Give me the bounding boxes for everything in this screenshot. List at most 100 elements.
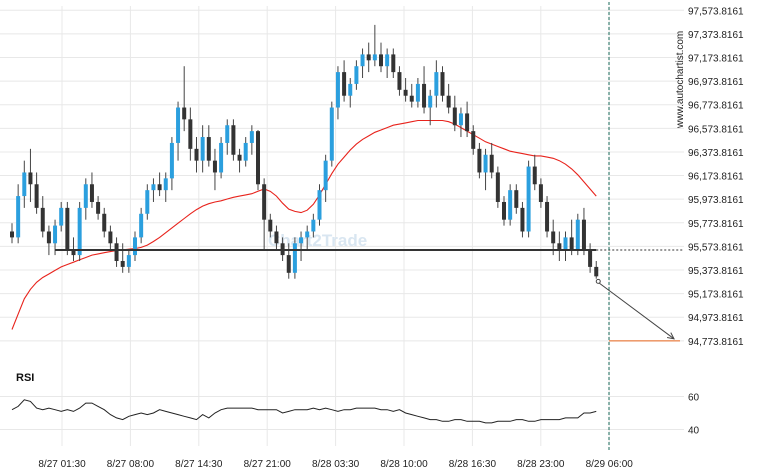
candle-body: [354, 66, 359, 84]
y-tick-label: 97,573.8161: [688, 6, 744, 17]
candle: [366, 42, 371, 73]
candle-body: [532, 166, 537, 185]
candle-body: [329, 107, 334, 161]
candle-body: [299, 237, 304, 244]
candle: [477, 142, 482, 179]
y-tick-label: 95,573.8161: [688, 242, 744, 253]
candle-body: [458, 113, 463, 126]
candle: [268, 213, 273, 238]
candle: [502, 196, 506, 226]
candle: [10, 223, 14, 244]
candle: [342, 60, 347, 102]
candle: [40, 196, 45, 238]
candle: [188, 107, 193, 161]
candle-body: [526, 166, 531, 232]
candle-body: [311, 219, 316, 232]
moving-average-layer: [11, 119, 597, 330]
forecast-start-dot: [595, 278, 601, 284]
y-tick-label: 94,773.8161: [688, 337, 744, 348]
candle-body: [225, 125, 230, 143]
candle: [200, 125, 205, 173]
candle: [237, 148, 242, 173]
candle: [34, 172, 39, 214]
candle: [563, 231, 568, 261]
candle-body: [212, 160, 217, 173]
rsi-tick-label: 60: [688, 393, 700, 404]
candle: [65, 201, 70, 256]
candle-body: [379, 54, 383, 67]
candle-body: [360, 54, 365, 67]
candle: [360, 48, 365, 79]
candle-body: [581, 219, 586, 250]
candle-body: [96, 201, 101, 214]
candle-body: [176, 107, 181, 143]
candle: [526, 160, 531, 238]
candle-body: [83, 184, 88, 208]
candle: [22, 160, 27, 208]
candle: [83, 178, 88, 220]
candle: [379, 42, 383, 73]
candle-body: [102, 213, 107, 232]
candle: [397, 66, 402, 96]
candle-body: [139, 213, 144, 238]
y-tick-label: 96,373.8161: [688, 148, 744, 159]
y-tick-label: 97,373.8161: [688, 30, 744, 41]
candle: [588, 243, 593, 273]
candle-body: [372, 54, 377, 61]
candle: [471, 125, 476, 155]
candle: [126, 249, 131, 273]
y-tick-label: 95,773.8161: [688, 219, 744, 230]
candle-body: [335, 72, 340, 108]
candle: [323, 154, 328, 202]
candle: [163, 172, 168, 202]
candle-body: [452, 107, 457, 126]
candle: [508, 184, 513, 226]
candle-body: [182, 107, 187, 120]
candle-body: [594, 266, 599, 277]
candle-body: [323, 160, 328, 191]
candle: [206, 125, 211, 167]
candle: [385, 48, 390, 79]
candle-body: [569, 237, 574, 250]
candle: [520, 201, 525, 238]
candle: [335, 66, 340, 120]
y-tick-label: 95,973.8161: [688, 195, 744, 206]
candle: [489, 142, 494, 179]
candle: [108, 225, 113, 250]
x-axis: 8/27 01:30 8/27 08:00 8/27 14:30 8/27 21:00…: [38, 459, 633, 470]
candle-body: [489, 154, 494, 173]
candle: [249, 125, 254, 155]
y-tick-label: 97,173.8161: [688, 53, 744, 64]
y-tick-label: 95,373.8161: [688, 266, 744, 277]
candle-body: [206, 137, 211, 161]
forecast-arrow-head: [667, 332, 675, 340]
candle-body: [169, 142, 174, 179]
candle: [133, 231, 137, 261]
candle-body: [434, 72, 439, 96]
rsi-tick-label: 40: [688, 426, 700, 437]
candle-body: [391, 54, 396, 73]
y-axis: 97,573.8161 97,373.8161 97,173.8161 96,973.…: [688, 6, 744, 348]
candle-body: [188, 119, 193, 149]
site-label: www.autochartist.com: [675, 31, 686, 129]
candle: [77, 201, 82, 261]
candle: [114, 237, 119, 267]
candle-body: [114, 243, 119, 261]
candle: [182, 66, 187, 132]
x-tick-label: 8/27 21:00: [244, 459, 292, 470]
candle-body: [514, 190, 519, 208]
candle-body: [157, 184, 162, 191]
candle: [169, 137, 174, 191]
candle-body: [71, 249, 76, 256]
grid-lines: [0, 6, 684, 446]
rsi-label: RSI: [16, 372, 34, 384]
candle-body: [200, 137, 205, 161]
candle: [225, 119, 230, 155]
candle-body: [588, 249, 593, 267]
candle-body: [46, 231, 51, 244]
y-tick-label: 94,973.8161: [688, 313, 744, 324]
candle-body: [126, 255, 131, 267]
moving-average-line: [11, 119, 597, 330]
candle-body: [342, 72, 347, 96]
candle-body: [268, 219, 273, 232]
